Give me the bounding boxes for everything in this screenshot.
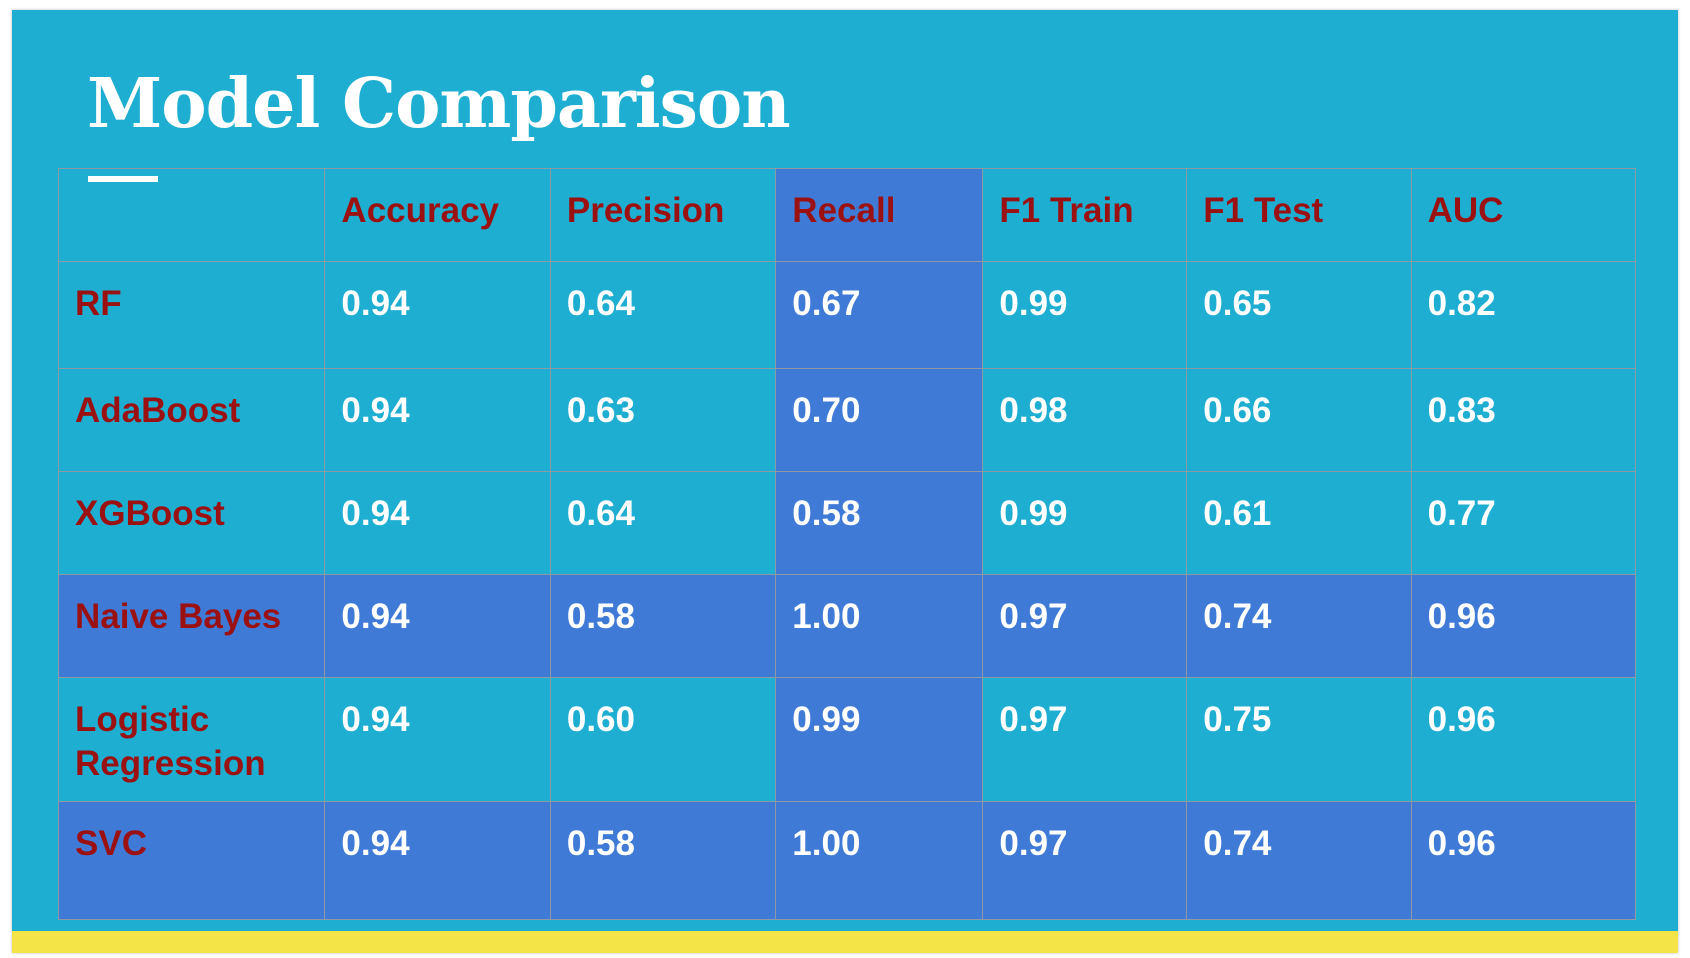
- model-name: SVC: [57, 801, 326, 920]
- precision-value: 0.64: [549, 471, 777, 575]
- header-cell-empty: [57, 168, 326, 262]
- header-accuracy: Accuracy: [324, 168, 551, 262]
- accuracy-value: 0.94: [324, 677, 551, 802]
- f1-train-value: 0.98: [982, 368, 1188, 472]
- table-row: Logistic Regression 0.94 0.60 0.99 0.97 …: [57, 677, 1637, 802]
- slide-title: Model Comparison: [87, 64, 791, 144]
- auc-value: 0.83: [1410, 368, 1637, 472]
- auc-value: 0.82: [1410, 261, 1637, 369]
- model-name: RF: [57, 261, 326, 369]
- f1-train-value: 0.97: [982, 574, 1188, 678]
- model-name: Naive Bayes: [57, 574, 326, 678]
- auc-value: 0.96: [1410, 574, 1637, 678]
- header-f1-test: F1 Test: [1186, 168, 1412, 262]
- table-row: Naive Bayes 0.94 0.58 1.00 0.97 0.74 0.9…: [57, 574, 1637, 678]
- table-row: AdaBoost 0.94 0.63 0.70 0.98 0.66 0.83: [57, 368, 1637, 472]
- recall-value: 1.00: [775, 801, 984, 920]
- recall-value: 0.70: [775, 368, 984, 472]
- f1-train-value: 0.99: [982, 261, 1188, 369]
- table-row: XGBoost 0.94 0.64 0.58 0.99 0.61 0.77: [57, 471, 1637, 575]
- f1-test-value: 0.74: [1186, 574, 1412, 678]
- f1-train-value: 0.99: [982, 471, 1188, 575]
- model-comparison-table: Accuracy Precision Recall F1 Train F1 Te…: [57, 168, 1637, 920]
- accuracy-value: 0.94: [324, 801, 551, 920]
- f1-train-value: 0.97: [982, 677, 1188, 802]
- model-name: XGBoost: [57, 471, 326, 575]
- accuracy-value: 0.94: [324, 368, 551, 472]
- f1-test-value: 0.65: [1186, 261, 1412, 369]
- recall-value: 1.00: [775, 574, 984, 678]
- model-name: Logistic Regression: [57, 677, 326, 802]
- precision-value: 0.58: [549, 801, 777, 920]
- f1-train-value: 0.97: [982, 801, 1188, 920]
- f1-test-value: 0.74: [1186, 801, 1412, 920]
- precision-value: 0.60: [549, 677, 777, 802]
- table-row: RF 0.94 0.64 0.67 0.99 0.65 0.82: [57, 261, 1637, 369]
- precision-value: 0.63: [549, 368, 777, 472]
- table-row: SVC 0.94 0.58 1.00 0.97 0.74 0.96: [57, 801, 1637, 920]
- auc-value: 0.96: [1410, 677, 1637, 802]
- f1-test-value: 0.61: [1186, 471, 1412, 575]
- f1-test-value: 0.66: [1186, 368, 1412, 472]
- accent-bar: [12, 931, 1678, 953]
- table-header-row: Accuracy Precision Recall F1 Train F1 Te…: [57, 168, 1637, 262]
- accuracy-value: 0.94: [324, 574, 551, 678]
- header-f1-train: F1 Train: [982, 168, 1188, 262]
- header-auc: AUC: [1410, 168, 1637, 262]
- recall-value: 0.99: [775, 677, 984, 802]
- header-recall: Recall: [775, 168, 984, 262]
- accuracy-value: 0.94: [324, 261, 551, 369]
- slide: Model Comparison Accuracy Precision Reca…: [12, 10, 1678, 953]
- accuracy-value: 0.94: [324, 471, 551, 575]
- precision-value: 0.58: [549, 574, 777, 678]
- precision-value: 0.64: [549, 261, 777, 369]
- auc-value: 0.96: [1410, 801, 1637, 920]
- recall-value: 0.67: [775, 261, 984, 369]
- model-name: AdaBoost: [57, 368, 326, 472]
- auc-value: 0.77: [1410, 471, 1637, 575]
- f1-test-value: 0.75: [1186, 677, 1412, 802]
- header-precision: Precision: [549, 168, 777, 262]
- recall-value: 0.58: [775, 471, 984, 575]
